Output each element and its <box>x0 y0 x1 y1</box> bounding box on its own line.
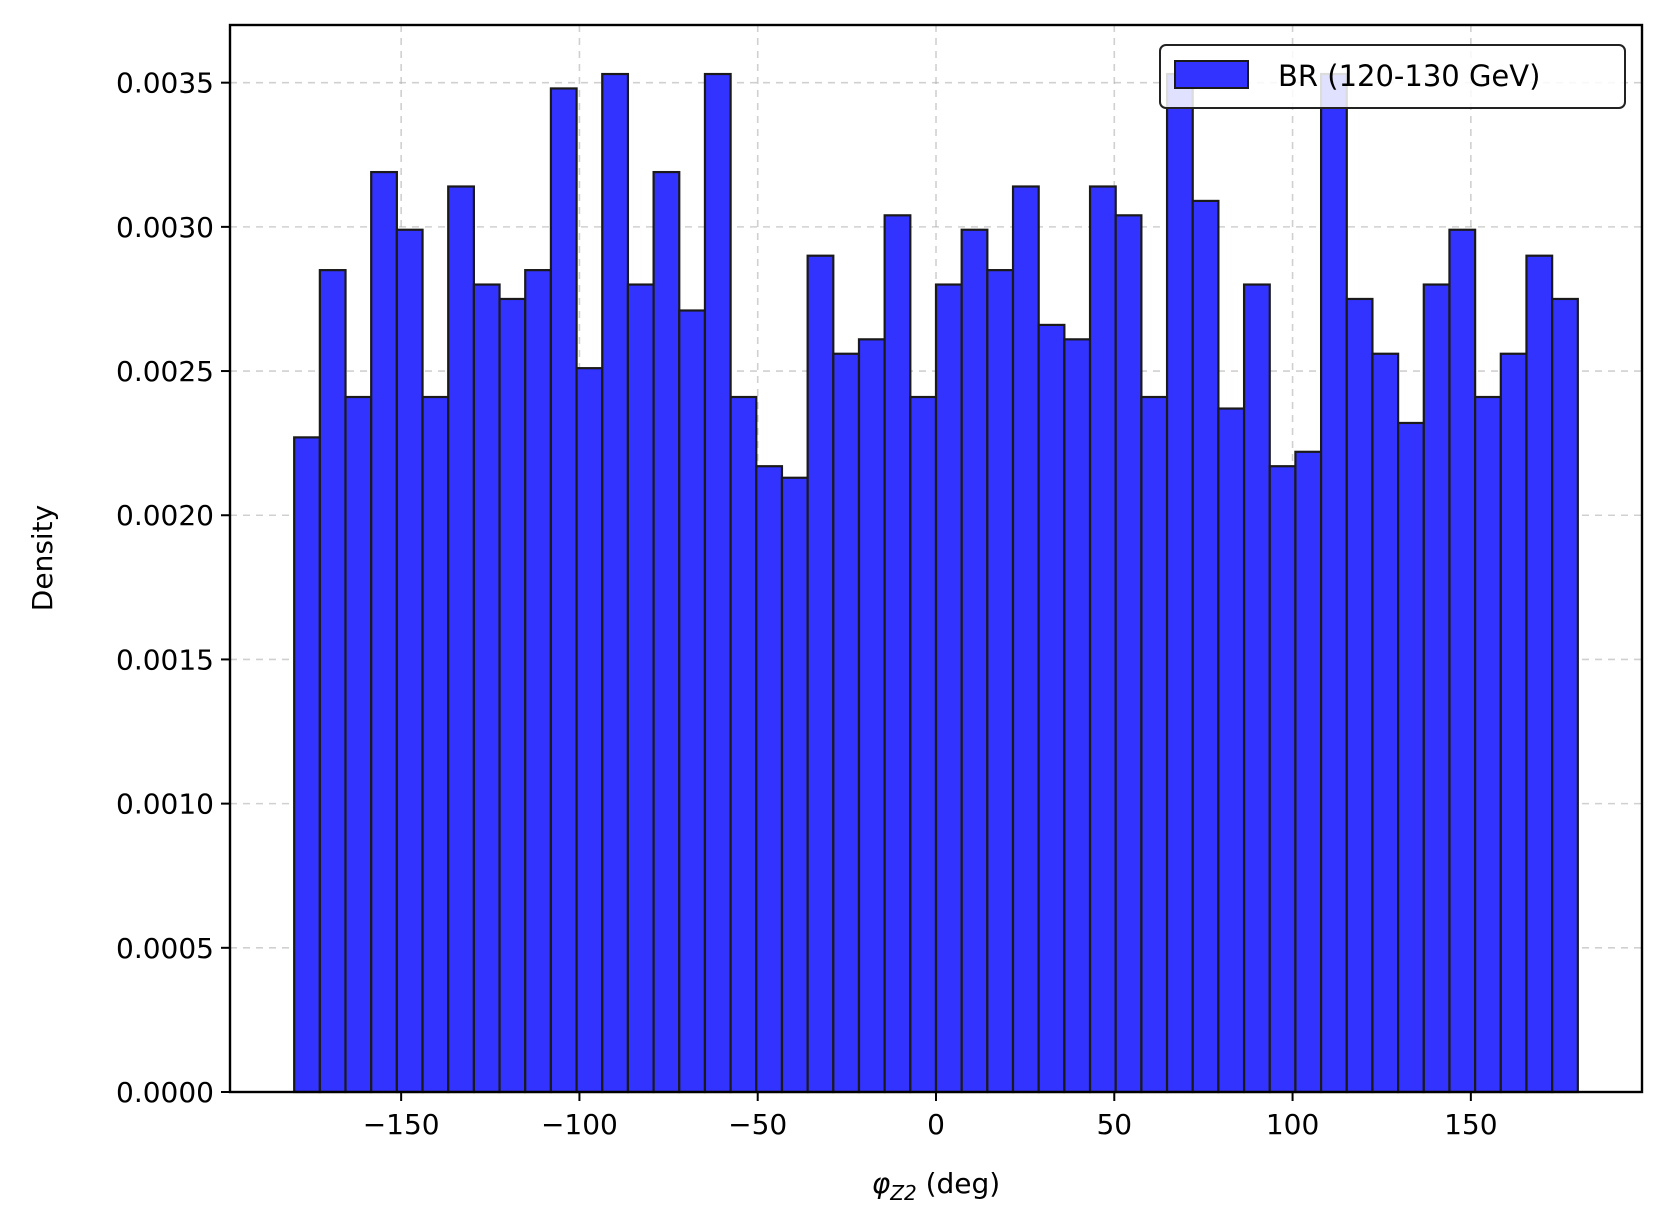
x-axis-label-symbol: φ <box>872 1167 891 1200</box>
histogram-bar <box>1063 338 1092 1094</box>
histogram-bar <box>1551 297 1579 1094</box>
y-tick-label: 0.0035 <box>116 67 214 100</box>
y-axis-ticks: 0.0000 0.0005 0.0010 0.0015 0.0020 0.0025 0.00… <box>116 67 230 1109</box>
histogram-bar <box>1191 199 1220 1094</box>
histogram-bar <box>1422 283 1451 1094</box>
x-tick-label: −50 <box>728 1108 787 1141</box>
y-tick-label: 0.0010 <box>116 788 214 821</box>
histogram-bar <box>1165 72 1194 1094</box>
x-axis-label: φZ2 (deg) <box>872 1167 1000 1205</box>
histogram-bar <box>318 269 347 1094</box>
x-tick-label: 150 <box>1444 1108 1497 1141</box>
x-tick-label: −100 <box>541 1108 618 1141</box>
histogram-bar <box>524 269 553 1094</box>
histogram-bar <box>601 72 630 1094</box>
y-tick-label: 0.0025 <box>116 355 214 388</box>
x-tick-label: 100 <box>1266 1108 1319 1141</box>
bars-layer <box>293 72 1579 1094</box>
histogram-bar <box>293 436 321 1094</box>
histogram-bar <box>1448 228 1477 1094</box>
histogram-bar <box>1088 185 1117 1094</box>
histogram-bar <box>883 214 912 1094</box>
histogram-bar <box>832 352 861 1094</box>
histogram-bar <box>472 283 501 1094</box>
histogram-bar <box>344 395 373 1094</box>
histogram-bar <box>1499 352 1528 1094</box>
histogram-bar <box>370 170 398 1094</box>
histogram-bar <box>1114 214 1143 1094</box>
y-tick-label: 0.0030 <box>116 211 214 244</box>
histogram-bar <box>1371 352 1400 1094</box>
histogram-bar <box>626 283 655 1094</box>
histogram-bar <box>395 228 424 1094</box>
y-tick-label: 0.0005 <box>116 932 214 965</box>
legend-box <box>1159 44 1626 109</box>
legend-swatch <box>1174 60 1249 89</box>
legend: BR (120-130 GeV) <box>1159 44 1626 109</box>
histogram-bar <box>447 185 475 1094</box>
histogram-bar <box>1474 395 1502 1094</box>
histogram-bar <box>421 395 450 1094</box>
histogram-bar <box>1242 283 1271 1094</box>
x-tick-label: 0 <box>927 1108 945 1141</box>
histogram-bar <box>934 283 963 1094</box>
histogram-bar <box>498 297 527 1094</box>
x-axis-ticks: −150 −100 −50 0 50 100 150 <box>363 1092 1498 1141</box>
x-axis-label-subscript: Z2 <box>889 1181 916 1205</box>
histogram-bar <box>1217 407 1246 1094</box>
histogram-bar <box>1397 421 1425 1094</box>
y-tick-label: 0.0000 <box>116 1076 214 1109</box>
histogram-bar <box>1319 72 1348 1094</box>
histogram-bar <box>652 170 681 1094</box>
histogram-bar <box>909 395 938 1094</box>
histogram-bar <box>1140 395 1169 1094</box>
histogram-bar <box>1525 254 1554 1094</box>
x-tick-label: 50 <box>1096 1108 1132 1141</box>
histogram-bar <box>1011 185 1040 1094</box>
histogram-bar <box>1268 465 1297 1094</box>
histogram-bar <box>678 309 707 1094</box>
histogram-bar <box>857 338 886 1094</box>
legend-label: BR (120-130 GeV) <box>1278 59 1540 93</box>
histogram-bar <box>1294 450 1323 1094</box>
x-tick-label: −150 <box>363 1108 440 1141</box>
histogram-bar <box>729 395 758 1094</box>
y-axis-label: Density <box>26 505 59 611</box>
histogram-bar <box>1037 323 1066 1094</box>
histogram-bar <box>703 72 732 1094</box>
histogram-bar <box>986 269 1015 1094</box>
histogram-bar <box>960 228 989 1094</box>
histogram-bar <box>549 87 578 1094</box>
histogram-bar <box>755 465 784 1094</box>
histogram-bar <box>575 367 604 1094</box>
histogram-bar <box>1345 297 1374 1094</box>
y-tick-label: 0.0020 <box>116 499 214 532</box>
histogram-bar <box>780 476 809 1094</box>
histogram-bar <box>806 254 835 1094</box>
y-tick-label: 0.0015 <box>116 643 214 676</box>
x-axis-label-unit: (deg) <box>917 1167 1001 1200</box>
